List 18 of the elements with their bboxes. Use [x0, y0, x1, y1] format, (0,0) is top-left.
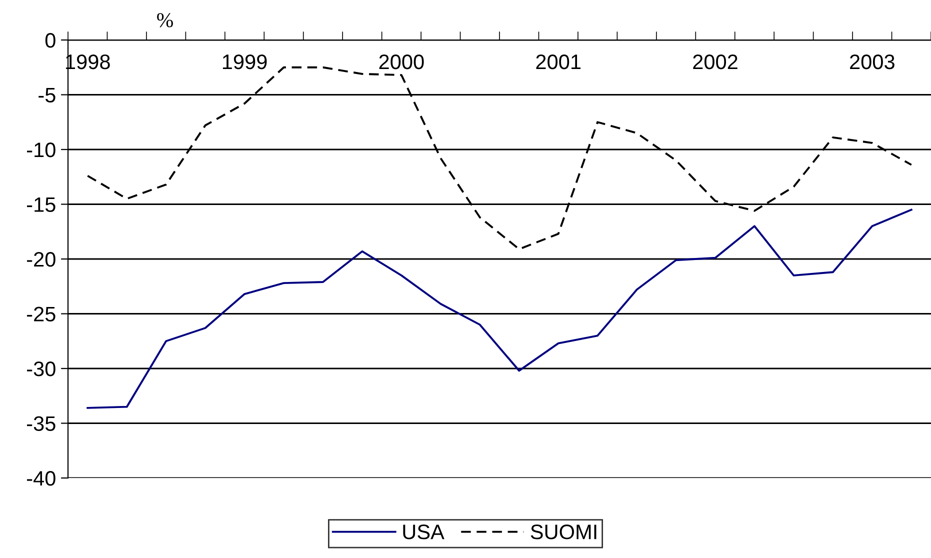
y-tick-label: -5 — [38, 88, 56, 103]
x-tick-label: 2001 — [536, 54, 580, 70]
y-tick-label: -25 — [27, 306, 56, 322]
y-axis-title: % — [157, 13, 173, 28]
x-tick-label: 1999 — [222, 54, 267, 70]
legend-label: SUOMI — [530, 524, 596, 540]
y-tick-label: -15 — [27, 197, 56, 212]
x-tick-label: 2003 — [850, 54, 894, 70]
y-tick-label: -30 — [27, 362, 56, 376]
y-tick-label: -10 — [27, 142, 56, 158]
y-tick-label: -20 — [27, 252, 56, 267]
y-tick-label: -40 — [27, 471, 56, 486]
y-tick-label: -35 — [27, 416, 56, 432]
line-series — [86, 208, 912, 409]
x-tick-label: 2002 — [693, 54, 738, 70]
y-tick-label: 0 — [45, 33, 56, 48]
legend-label: USA — [403, 524, 444, 540]
x-tick-label: 2000 — [379, 54, 424, 70]
